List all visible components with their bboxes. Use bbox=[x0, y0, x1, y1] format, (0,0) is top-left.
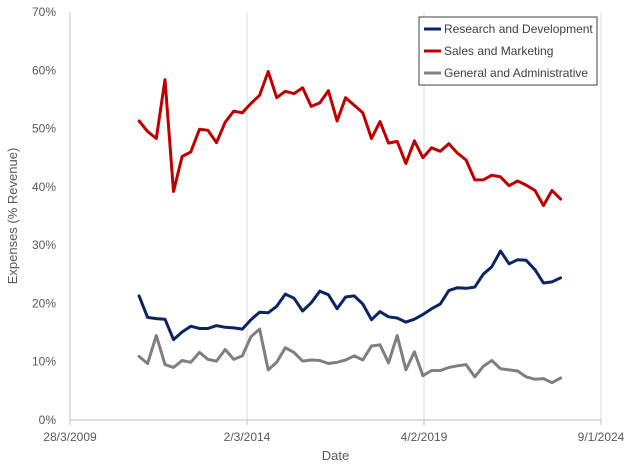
x-tick-label: 28/3/2009 bbox=[43, 430, 97, 444]
y-tick-label: 60% bbox=[32, 63, 56, 77]
y-tick-label: 10% bbox=[32, 355, 56, 369]
series-line-sales-and-marketing bbox=[137, 70, 563, 207]
legend-box bbox=[418, 16, 598, 86]
x-tick-label: 4/2/2019 bbox=[401, 430, 448, 444]
y-tick-label: 40% bbox=[32, 180, 56, 194]
legend-label-sales-and-marketing: Sales and Marketing bbox=[444, 44, 553, 58]
y-tick-label: 30% bbox=[32, 238, 56, 252]
y-tick-label: 70% bbox=[32, 5, 56, 19]
legend-label-research-and-development: Research and Development bbox=[444, 22, 593, 36]
y-tick-label: 0% bbox=[39, 413, 57, 427]
legend: Research and Development Sales and Market… bbox=[418, 16, 598, 86]
series-lines bbox=[137, 70, 563, 385]
tick-labels: 28/3/2009 2/3/2014 4/2/2019 9/1/2024 0% 10% 20… bbox=[32, 5, 625, 444]
series-line-general-and-administrative bbox=[137, 327, 563, 385]
x-axis-title: Date bbox=[322, 448, 349, 463]
axes bbox=[69, 12, 602, 425]
x-tick-label: 2/3/2014 bbox=[224, 430, 271, 444]
y-tick-label: 50% bbox=[32, 122, 56, 136]
legend-label-general-and-administrative: General and Administrative bbox=[444, 66, 588, 80]
x-tick-label: 9/1/2024 bbox=[578, 430, 625, 444]
y-axis-title: Expenses (% Revenue) bbox=[5, 148, 20, 285]
series-line-research-and-development bbox=[137, 249, 563, 342]
y-tick-label: 20% bbox=[32, 296, 56, 310]
